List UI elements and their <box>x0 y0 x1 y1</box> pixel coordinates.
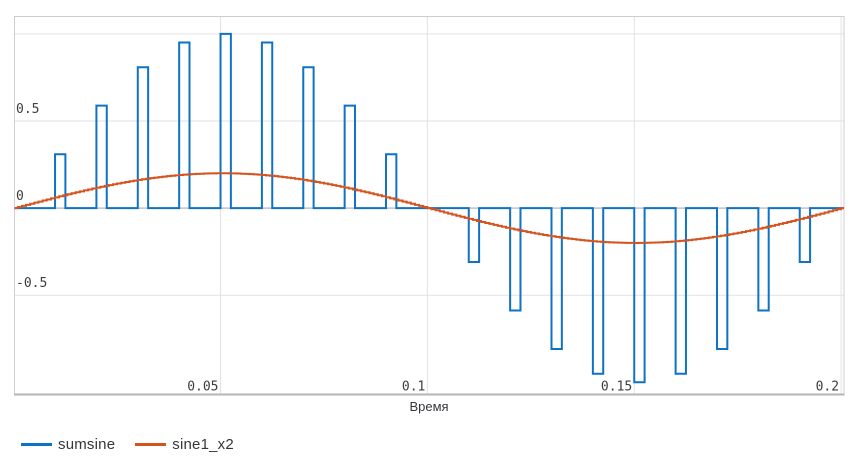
y-tick-label-0: 0 <box>16 189 24 204</box>
legend-item-sine1-x2[interactable]: sine1_x2 <box>135 436 234 453</box>
x-axis-title: Время <box>409 399 449 414</box>
y-tick-label-0.5: 0.5 <box>16 102 39 117</box>
x-tick-label-0.1: 0.1 <box>402 380 425 395</box>
x-tick-label-0.15: 0.15 <box>601 380 632 395</box>
legend-label-sine1-x2: sine1_x2 <box>172 436 234 453</box>
legend-item-sumsine[interactable]: sumsine <box>21 436 115 453</box>
series-sumsine <box>14 32 844 384</box>
legend-swatch-sumsine <box>21 443 52 446</box>
legend-swatch-sine1-x2 <box>135 443 167 446</box>
series-sine1_x2 <box>14 172 844 244</box>
legend: sumsine sine1_x2 <box>21 436 254 453</box>
x-tick-label-0.05: 0.05 <box>187 380 218 395</box>
y-tick-label--0.5: -0.5 <box>16 276 47 291</box>
x-tick-label-0.2: 0.2 <box>816 380 839 395</box>
plot-border <box>14 16 845 395</box>
legend-label-sumsine: sumsine <box>58 436 116 453</box>
plot-area[interactable]: 0.5 0 -0.5 0.05 0.1 0.15 0.2 <box>0 0 853 425</box>
